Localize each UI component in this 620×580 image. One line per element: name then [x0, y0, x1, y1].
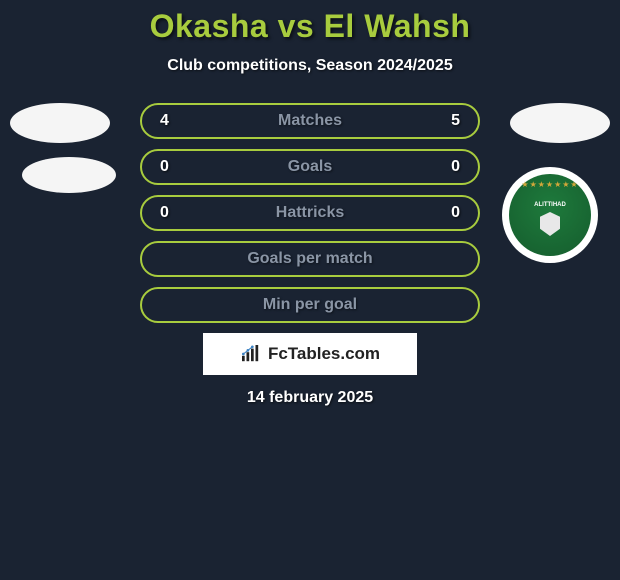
main-container: Okasha vs El Wahsh Club competitions, Se… — [0, 0, 620, 407]
subtitle: Club competitions, Season 2024/2025 — [0, 57, 620, 75]
stat-row: 4 Matches 5 — [140, 103, 480, 139]
stat-left-value: 0 — [160, 158, 169, 176]
club-name: ALITTIHAD — [534, 202, 566, 208]
stat-label: Goals — [288, 158, 332, 176]
stat-right-value: 0 — [451, 158, 460, 176]
player-left-avatar-2 — [22, 157, 116, 193]
stat-right-value: 0 — [451, 204, 460, 222]
player-left-avatar-1 — [10, 103, 110, 143]
stat-label: Matches — [278, 112, 342, 130]
stat-label: Hattricks — [276, 204, 344, 222]
club-badge: ★★★★★★★ ALITTIHAD — [502, 167, 598, 263]
player-right-avatar — [510, 103, 610, 143]
stat-row: Min per goal — [140, 287, 480, 323]
brand-text: FcTables.com — [268, 344, 380, 364]
brand-link[interactable]: FcTables.com — [203, 333, 417, 375]
stat-left-value: 0 — [160, 204, 169, 222]
club-stars-icon: ★★★★★★★ — [521, 180, 578, 189]
date-text: 14 february 2025 — [0, 389, 620, 407]
stats-area: ★★★★★★★ ALITTIHAD 4 Matches 5 0 Goals 0 0 Hattr… — [0, 103, 620, 323]
stat-label: Goals per match — [247, 250, 372, 268]
club-badge-inner: ★★★★★★★ ALITTIHAD — [509, 174, 591, 256]
stat-label: Min per goal — [263, 296, 357, 314]
stat-left-value: 4 — [160, 112, 169, 130]
page-title: Okasha vs El Wahsh — [0, 8, 620, 45]
stat-row: 0 Hattricks 0 — [140, 195, 480, 231]
club-shield-icon — [540, 212, 560, 236]
stat-row: Goals per match — [140, 241, 480, 277]
chart-icon — [240, 345, 262, 363]
stat-row: 0 Goals 0 — [140, 149, 480, 185]
stat-right-value: 5 — [451, 112, 460, 130]
